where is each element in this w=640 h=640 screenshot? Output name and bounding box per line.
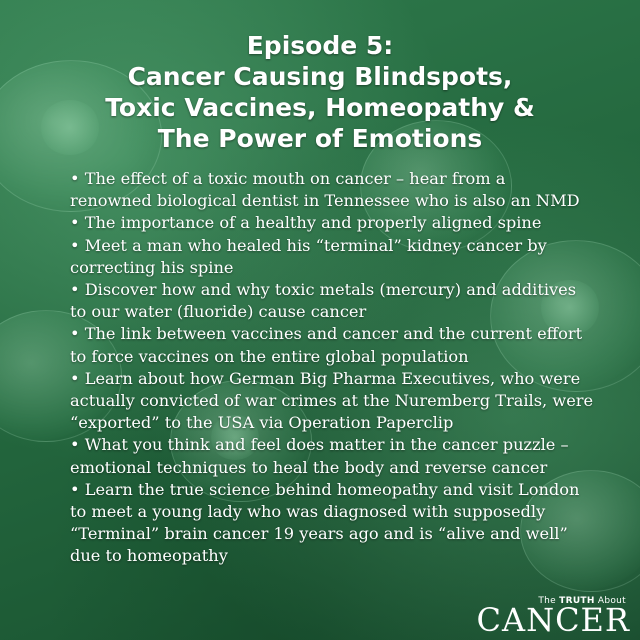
logo-wordmark: CANCER <box>476 601 630 639</box>
background-cell-3 <box>490 240 640 392</box>
title-line: Cancer Causing Blindspots, <box>127 62 513 91</box>
episode-topics-list: • The effect of a toxic mouth on cancer … <box>70 168 630 568</box>
topic-line: • Discover how and why toxic metals (mer… <box>70 280 577 300</box>
background-nucleus-3 <box>210 415 260 460</box>
topic-line: correcting his spine <box>70 257 234 277</box>
topic-line: • Learn the true science behind homeopat… <box>70 479 580 499</box>
topic-line: due to homeopathy <box>70 546 228 566</box>
topic-line: emotional techniques to heal the body an… <box>70 457 548 477</box>
topic-line: to force vaccines on the entire global p… <box>70 346 469 366</box>
topic-line: to meet a young lady who was diagnosed w… <box>70 502 546 522</box>
logo-truth: TRUTH <box>559 596 595 606</box>
topic-line: • What you think and feel does matter in… <box>70 435 569 455</box>
topic-line: actually convicted of war crimes at the … <box>70 391 594 411</box>
background-cell-5 <box>170 380 312 502</box>
topic-line: • The link between vaccines and cancer a… <box>70 324 583 344</box>
background-nucleus-1 <box>40 100 100 155</box>
topic-line: • The importance of a healthy and proper… <box>70 213 542 233</box>
background-cell-6 <box>520 470 640 592</box>
logo-tagline: The TRUTH About <box>538 596 626 606</box>
topic-line: • Learn about how German Big Pharma Exec… <box>70 368 581 388</box>
topic-line: “Terminal” brain cancer 19 years ago and… <box>70 524 568 544</box>
topic-line: renowned biological dentist in Tennessee… <box>70 191 580 211</box>
logo-about: About <box>597 596 626 606</box>
title-line: The Power of Emotions <box>157 124 483 153</box>
logo-the: The <box>538 596 556 606</box>
title-line: Episode 5: <box>246 31 394 60</box>
truth-about-cancer-logo: The TRUTH About CANCER <box>476 596 630 636</box>
topic-line: to our water (fluoride) cause cancer <box>70 302 367 322</box>
background-cell-1 <box>0 60 162 212</box>
topic-line: “exported” to the USA via Operation Pape… <box>70 413 454 433</box>
topic-line: • Meet a man who healed his “terminal” k… <box>70 235 547 255</box>
topic-line: • The effect of a toxic mouth on cancer … <box>70 169 506 188</box>
background-nucleus-2 <box>540 280 600 335</box>
title-line: Toxic Vaccines, Homeopathy & <box>105 93 535 122</box>
episode-title: Episode 5: Cancer Causing Blindspots, To… <box>0 30 640 154</box>
background-cell-2 <box>360 120 512 252</box>
background-cell-4 <box>0 310 122 442</box>
